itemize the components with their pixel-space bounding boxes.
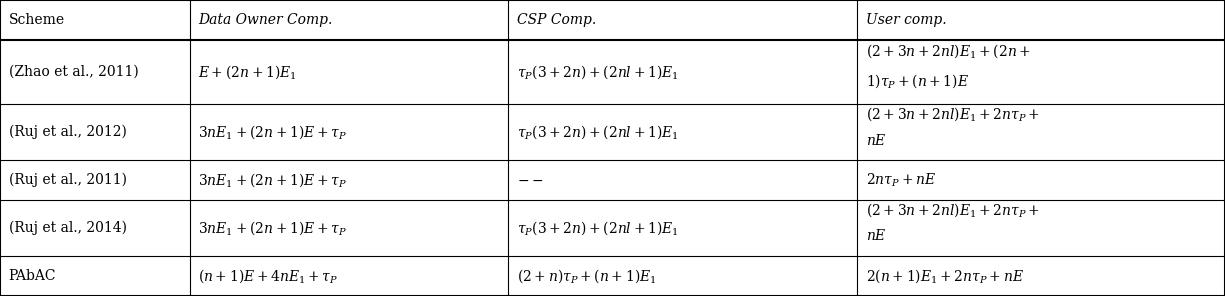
Text: $2n\tau_P+nE$: $2n\tau_P+nE$ [866,171,936,189]
Text: Data Owner Comp.: Data Owner Comp. [198,13,333,27]
Text: $(2+3n+2nl)E_1+2n\tau_P+$: $(2+3n+2nl)E_1+2n\tau_P+$ [866,201,1040,219]
Text: $3nE_1+(2n+1)E+\tau_P$: $3nE_1+(2n+1)E+\tau_P$ [198,123,348,141]
Text: $1)\tau_P+(n+1)E$: $1)\tau_P+(n+1)E$ [866,72,969,90]
Text: $\tau_P(3+2n)+(2nl+1)E_1$: $\tau_P(3+2n)+(2nl+1)E_1$ [517,219,679,237]
Text: $3nE_1+(2n+1)E+\tau_P$: $3nE_1+(2n+1)E+\tau_P$ [198,171,348,189]
Text: $\tau_P(3+2n)+(2nl+1)E_1$: $\tau_P(3+2n)+(2nl+1)E_1$ [517,63,679,81]
Text: $(n+1)E+4nE_1+\tau_P$: $(n+1)E+4nE_1+\tau_P$ [198,267,338,285]
Text: CSP Comp.: CSP Comp. [517,13,597,27]
Text: User comp.: User comp. [866,13,947,27]
Text: $E+(2n+1)E_1$: $E+(2n+1)E_1$ [198,63,296,81]
Text: PAbAC: PAbAC [9,269,56,283]
Text: (Ruj et al., 2014): (Ruj et al., 2014) [9,221,126,235]
Text: $\tau_P(3+2n)+(2nl+1)E_1$: $\tau_P(3+2n)+(2nl+1)E_1$ [517,123,679,141]
Text: $2(n+1)E_1+2n\tau_P+nE$: $2(n+1)E_1+2n\tau_P+nE$ [866,267,1024,285]
Text: $(2+n)\tau_P+(n+1)E_1$: $(2+n)\tau_P+(n+1)E_1$ [517,267,657,285]
Text: $--$: $--$ [517,173,544,187]
Text: $nE$: $nE$ [866,133,887,148]
Text: $(2+3n+2nl)E_1+2n\tau_P+$: $(2+3n+2nl)E_1+2n\tau_P+$ [866,105,1040,123]
Text: Scheme: Scheme [9,13,65,27]
Text: (Ruj et al., 2012): (Ruj et al., 2012) [9,125,126,139]
Text: (Ruj et al., 2011): (Ruj et al., 2011) [9,173,126,187]
Text: $(2+3n+2nl)E_1+(2n+$: $(2+3n+2nl)E_1+(2n+$ [866,43,1031,60]
Text: $3nE_1+(2n+1)E+\tau_P$: $3nE_1+(2n+1)E+\tau_P$ [198,219,348,237]
Text: $nE$: $nE$ [866,229,887,243]
Text: (Zhao et al., 2011): (Zhao et al., 2011) [9,65,138,79]
